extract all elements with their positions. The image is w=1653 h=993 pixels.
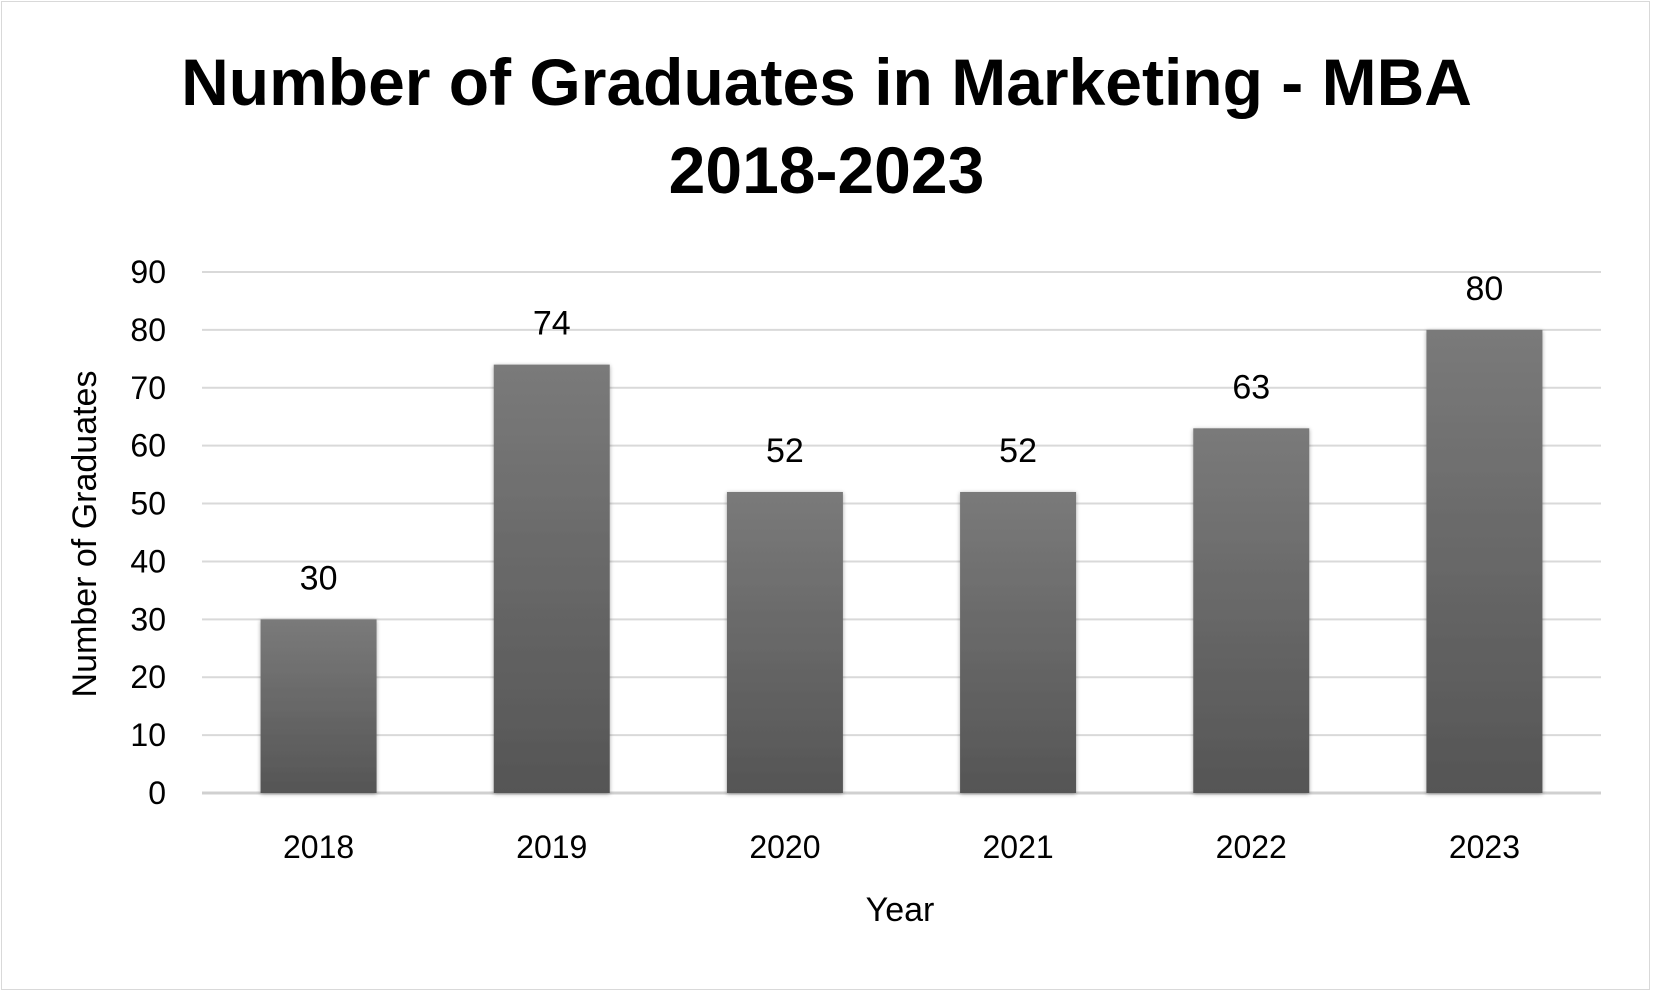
bar-2021	[960, 491, 1077, 793]
chart-title: Number of Graduates in Marketing - MBA 2…	[0, 38, 1653, 214]
bar-2019	[493, 364, 610, 793]
data-label-2021: 52	[999, 432, 1037, 470]
bar-2023	[1426, 329, 1543, 793]
x-tick-label-2020: 2020	[749, 829, 820, 865]
bar-2018	[260, 619, 377, 793]
y-tick-label: 0	[148, 775, 166, 811]
x-tick-label-2019: 2019	[516, 829, 587, 865]
data-labels: 30 74 52 52 63 80	[300, 270, 1504, 597]
y-tick-label: 40	[130, 543, 166, 579]
y-tick-label: 90	[130, 254, 166, 290]
x-tick-label-2018: 2018	[283, 829, 354, 865]
data-label-2023: 80	[1466, 270, 1504, 308]
y-axis-ticks: 0 10 20 30 40 50 60 70 80 90	[130, 254, 166, 811]
gridlines	[202, 271, 1601, 795]
y-axis-title: Number of Graduates	[66, 371, 104, 698]
x-tick-label-2023: 2023	[1449, 829, 1520, 865]
data-label-2022: 63	[1232, 368, 1270, 406]
y-tick-label: 60	[130, 428, 166, 464]
x-tick-label-2021: 2021	[982, 829, 1053, 865]
y-tick-label: 50	[130, 486, 166, 522]
data-label-2019: 74	[533, 305, 571, 343]
data-label-2018: 30	[300, 559, 338, 597]
y-tick-label: 20	[130, 659, 166, 695]
chart-title-line-1: Number of Graduates in Marketing - MBA	[181, 45, 1472, 119]
chart-title-line-2: 2018-2023	[668, 133, 985, 207]
bar-2020	[726, 491, 843, 793]
bars	[260, 329, 1543, 793]
data-label-2020: 52	[766, 432, 804, 470]
x-axis-title: Year	[866, 891, 935, 929]
y-tick-label: 10	[130, 717, 166, 753]
y-tick-label: 80	[130, 312, 166, 348]
y-tick-label: 30	[130, 601, 166, 637]
x-tick-label-2022: 2022	[1216, 829, 1287, 865]
x-axis-ticks: 2018 2019 2020 2021 2022 2023	[283, 829, 1520, 865]
y-tick-label: 70	[130, 370, 166, 406]
bar-2022	[1193, 428, 1310, 793]
